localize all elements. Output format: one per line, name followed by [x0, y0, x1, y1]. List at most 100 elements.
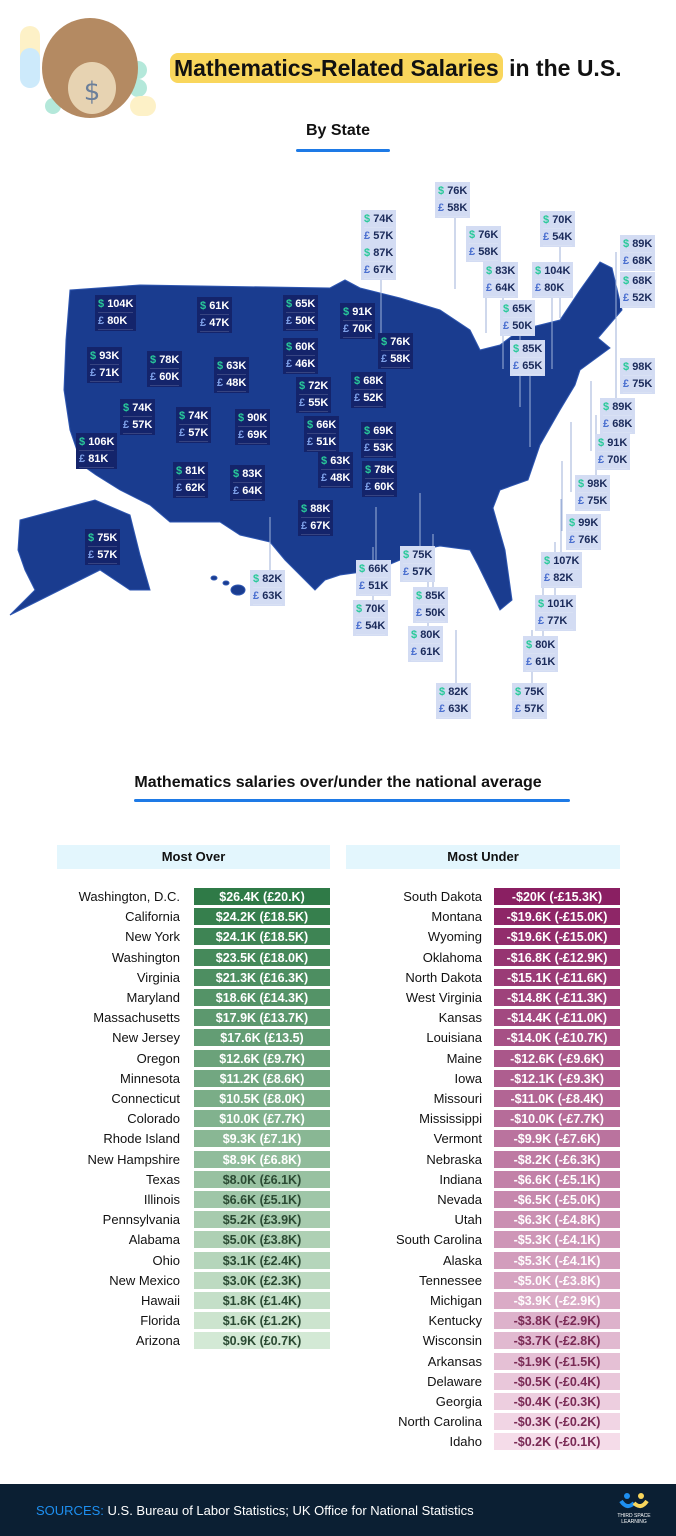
usd-value: 66K [368, 563, 389, 575]
pound-icon: £ [543, 231, 550, 243]
usd-value: 68K [363, 375, 384, 387]
map-subtitle: By State [305, 122, 371, 139]
gbp-value: 46K [295, 358, 316, 370]
gbp-value: 60K [374, 481, 395, 493]
state-name: Rhode Island [103, 1131, 180, 1147]
state-name: Arkansas [427, 1353, 482, 1369]
pound-icon: £ [98, 315, 105, 327]
pound-icon: £ [403, 566, 410, 578]
gbp-value: 75K [632, 378, 653, 390]
usd-value: 106K [88, 436, 115, 448]
salary-label: $ 78K £ 60K [362, 461, 398, 497]
pound-icon: £ [578, 495, 585, 507]
dollar-icon: $ [598, 437, 605, 449]
difference-bar: -$6.6K (-£5.1K) [494, 1170, 620, 1188]
salary-label: $ 72K £ 55K [296, 377, 332, 413]
difference-bar: -$3.8K (-£2.9K) [494, 1312, 620, 1330]
difference-bar: $9.3K (£7.1K) [194, 1130, 330, 1148]
dollar-icon: $ [623, 238, 630, 250]
salary-label: $ 81K £ 62K [173, 462, 209, 498]
footer: SOURCES: U.S. Bureau of Labor Statistics… [0, 1484, 676, 1536]
gbp-value: 50K [295, 315, 316, 327]
difference-bar: $24.1K (£18.5K) [194, 928, 330, 946]
usd-value: 80K [535, 639, 556, 651]
usd-value: 68K [632, 275, 653, 287]
salary-label: $ 91K £ 70K [340, 303, 376, 339]
state-name: Oklahoma [422, 949, 482, 965]
dollar-icon: $ [359, 563, 366, 575]
dollar-icon: $ [123, 402, 130, 414]
usd-value: 75K [524, 686, 545, 698]
dollar-icon: $ [79, 436, 86, 448]
usd-value: 80K [420, 629, 441, 641]
usd-value: 98K [632, 361, 653, 373]
pound-icon: £ [623, 378, 630, 390]
salary-label: $ 80K £ 61K [523, 636, 559, 672]
state-name: Oregon [136, 1050, 180, 1066]
usd-value: 72K [308, 380, 329, 392]
difference-bar: $23.5K (£18.0K) [194, 948, 330, 966]
dollar-icon: $ [526, 639, 533, 651]
state-name: Illinois [143, 1192, 180, 1207]
usd-value: 87K [373, 247, 394, 259]
pound-icon: £ [569, 534, 576, 546]
pound-icon: £ [321, 472, 328, 484]
salary-label: $ 76K £ 58K [466, 226, 502, 262]
usd-value: 98K [587, 478, 608, 490]
difference-bar: -$0.4K (-£0.3K) [494, 1393, 620, 1410]
usd-value: 76K [447, 185, 468, 197]
pound-icon: £ [354, 392, 361, 404]
pound-icon: £ [79, 453, 86, 465]
salary-label: $ 75K £ 57K [85, 529, 121, 565]
dollar-icon: $ [515, 686, 522, 698]
pound-icon: £ [438, 202, 445, 214]
salary-label: $ 65K £ 50K [500, 300, 536, 336]
gbp-value: 51K [368, 580, 389, 592]
pound-icon: £ [238, 429, 245, 441]
state-name: Tennessee [419, 1272, 482, 1288]
page-title: Mathematics-Related Salaries in the U.S. [170, 53, 622, 83]
most-under-header: Most Under [346, 845, 620, 869]
gbp-value: 61K [420, 646, 441, 658]
state-name: New Mexico [109, 1272, 180, 1288]
dollar-icon: $ [98, 298, 105, 310]
dollar-icon: $ [217, 360, 224, 372]
state-name: Washington, D.C. [78, 889, 180, 904]
difference-bar: -$11.0K (-£8.4K) [494, 1090, 620, 1107]
usd-value: 81K [185, 465, 206, 477]
pound-icon: £ [364, 442, 371, 454]
gbp-value: 63K [448, 703, 469, 715]
salary-label: $ 60K £ 46K [283, 338, 319, 374]
salary-label: $ 83K £ 64K [483, 262, 519, 298]
gbp-value: 48K [330, 472, 351, 484]
usd-value: 85K [522, 343, 543, 355]
difference-bar: -$14.4K (-£11.0K) [494, 1009, 620, 1027]
sources-label: SOURCES: [36, 1503, 104, 1518]
gbp-value: 47K [209, 317, 230, 329]
usd-value: 78K [374, 464, 395, 476]
usd-value: 83K [495, 265, 516, 277]
gbp-value: 81K [88, 453, 109, 465]
gbp-value: 71K [99, 367, 120, 379]
salary-label: $ 98K £ 75K [575, 475, 611, 511]
state-name: Ohio [152, 1252, 180, 1268]
dollar-icon: $ [299, 380, 306, 392]
state-name: Alaska [442, 1252, 482, 1268]
pound-icon: £ [123, 419, 130, 431]
pound-icon: £ [179, 427, 186, 439]
difference-bar: -$5.0K (-£3.8K) [494, 1271, 620, 1289]
usd-value: 65K [295, 298, 316, 310]
difference-bar: $5.0K (£3.8K) [194, 1231, 330, 1249]
pound-icon: £ [88, 549, 95, 561]
dollar-icon: $ [486, 265, 493, 277]
gbp-value: 53K [373, 442, 394, 454]
dollar-icon: $ [623, 275, 630, 287]
gbp-value: 67K [373, 264, 394, 276]
salary-label: $ 75K £ 57K [400, 546, 436, 582]
state-name: New York [125, 929, 180, 945]
dollar-icon: $ [343, 306, 350, 318]
pound-icon: £ [515, 703, 522, 715]
usd-value: 76K [390, 336, 411, 348]
difference-bar: -$3.7K (-£2.8K) [494, 1332, 620, 1350]
gbp-value: 58K [447, 202, 468, 214]
